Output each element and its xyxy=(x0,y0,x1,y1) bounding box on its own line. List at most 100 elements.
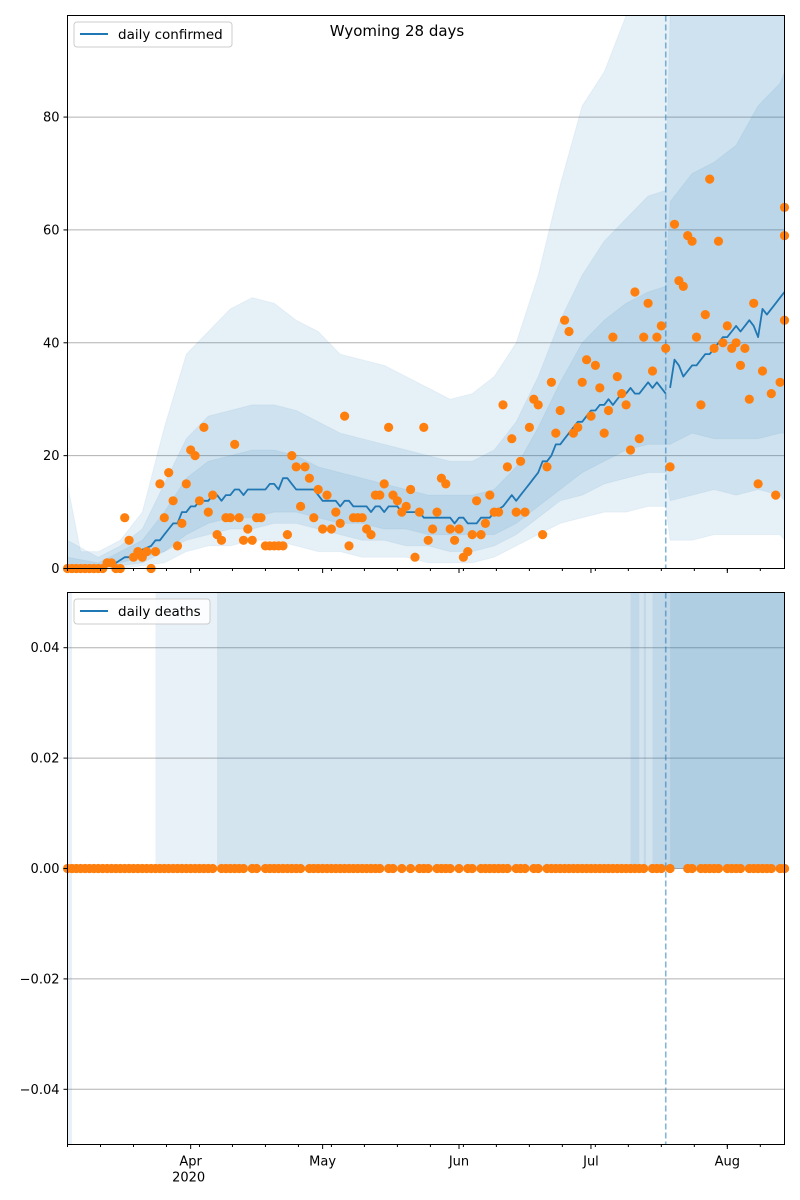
confirmed-ytick-label: 80 xyxy=(43,111,60,126)
confirmed-point xyxy=(700,310,710,320)
confirmed-point xyxy=(304,473,314,483)
confirmed-point xyxy=(757,366,768,376)
confirmed-point xyxy=(419,422,429,432)
confirmed-point xyxy=(340,411,350,421)
confirmed-point xyxy=(696,400,706,410)
x-tick-label: Jun xyxy=(448,1155,469,1170)
confirmed-point xyxy=(124,535,134,545)
confirmed-point xyxy=(498,400,508,410)
confirmed-point xyxy=(344,541,354,551)
confirmed-point xyxy=(331,507,341,517)
confirmed-point xyxy=(713,236,724,246)
confirmed-point xyxy=(243,524,253,534)
confirmed-point xyxy=(287,451,297,461)
deaths-point xyxy=(520,863,530,874)
deaths-point xyxy=(766,863,776,874)
confirmed-ytick-label: 40 xyxy=(43,336,60,351)
deaths-legend-label: daily deaths xyxy=(118,604,201,620)
confirmed-point xyxy=(735,360,746,370)
deaths-point xyxy=(467,863,477,874)
deaths-band-5 xyxy=(643,592,646,869)
confirmed-point xyxy=(656,321,666,331)
confirmed-point xyxy=(678,281,688,291)
deaths-observed-points xyxy=(62,863,790,874)
confirmed-point xyxy=(524,422,535,432)
confirmed-point xyxy=(414,507,424,517)
confirmed-point xyxy=(150,547,161,557)
confirmed-point xyxy=(300,462,310,472)
confirmed-point xyxy=(560,315,570,325)
deaths-ytick-label: 0.04 xyxy=(31,641,60,656)
confirmed-fit-line-group xyxy=(67,291,786,570)
confirmed-point xyxy=(194,496,205,506)
confirmed-point xyxy=(379,479,389,489)
deaths-point xyxy=(423,863,433,874)
confirmed-point xyxy=(516,456,526,466)
deaths-band-3 xyxy=(217,592,785,869)
deaths-point xyxy=(397,863,407,874)
deaths-y-ticks: −0.04 −0.02 0.00 0.02 0.04 xyxy=(20,641,68,1098)
confirmed-point xyxy=(181,479,191,489)
x-tick-label: Aug xyxy=(715,1155,740,1170)
confirmed-point xyxy=(309,513,319,523)
deaths-uncertainty-bands xyxy=(67,592,785,1145)
x-tick-label: May xyxy=(309,1155,336,1170)
confirmed-point xyxy=(590,360,601,370)
confirmed-point xyxy=(669,219,680,229)
confirmed-point xyxy=(647,366,658,376)
confirmed-point xyxy=(335,518,345,529)
confirmed-point xyxy=(432,507,442,517)
deaths-point xyxy=(656,863,666,874)
confirmed-point xyxy=(749,298,759,308)
confirmed-y-ticks: 0 20 40 60 80 xyxy=(43,111,68,577)
confirmed-ytick-label: 20 xyxy=(43,449,60,464)
confirmed-point xyxy=(454,524,464,534)
confirmed-legend-box xyxy=(73,21,233,48)
confirmed-point xyxy=(463,547,473,557)
confirmed-point xyxy=(577,377,587,387)
confirmed-point xyxy=(441,479,451,489)
confirmed-point xyxy=(599,428,609,438)
deaths-point xyxy=(388,863,398,874)
confirmed-point xyxy=(247,535,257,545)
deaths-point xyxy=(375,863,385,874)
confirmed-point xyxy=(502,462,512,472)
confirmed-point xyxy=(366,530,376,540)
confirmed-point xyxy=(573,422,583,432)
x-tick-label: Jul xyxy=(582,1155,599,1170)
confirmed-legend: daily confirmed xyxy=(73,21,233,48)
confirmed-point xyxy=(705,174,715,184)
deaths-ytick-label: 0.00 xyxy=(31,862,60,877)
confirmed-point xyxy=(744,394,754,404)
confirmed-point xyxy=(586,411,596,421)
confirmed-point xyxy=(234,513,244,523)
confirmed-point xyxy=(612,372,622,382)
confirmed-point xyxy=(665,462,675,472)
confirmed-point xyxy=(296,501,306,511)
confirmed-point xyxy=(507,434,517,444)
confirmed-legend-label: daily confirmed xyxy=(118,27,223,43)
confirmed-point xyxy=(313,484,323,495)
confirmed-point xyxy=(225,513,235,523)
confirmed-point xyxy=(476,530,486,540)
deaths-point xyxy=(454,863,464,874)
confirmed-point xyxy=(410,552,420,562)
confirmed-point xyxy=(564,326,574,337)
confirmed-point xyxy=(511,507,521,517)
confirmed-point xyxy=(401,501,411,511)
confirmed-point xyxy=(203,507,213,517)
confirmed-point xyxy=(120,513,130,523)
confirmed-ytick-label: 0 xyxy=(51,562,59,577)
confirmed-point xyxy=(687,236,697,246)
confirmed-point xyxy=(326,524,336,534)
deaths-band-6 xyxy=(652,592,785,869)
confirmed-point xyxy=(199,422,209,432)
confirmed-point xyxy=(208,490,218,500)
confirmed-point xyxy=(142,547,152,557)
deaths-axes-frame xyxy=(67,592,785,1145)
chart-title: Wyoming 28 days xyxy=(330,22,465,40)
confirmed-point xyxy=(392,496,402,506)
confirmed-fit-line xyxy=(67,381,667,570)
deaths-point xyxy=(406,863,416,874)
